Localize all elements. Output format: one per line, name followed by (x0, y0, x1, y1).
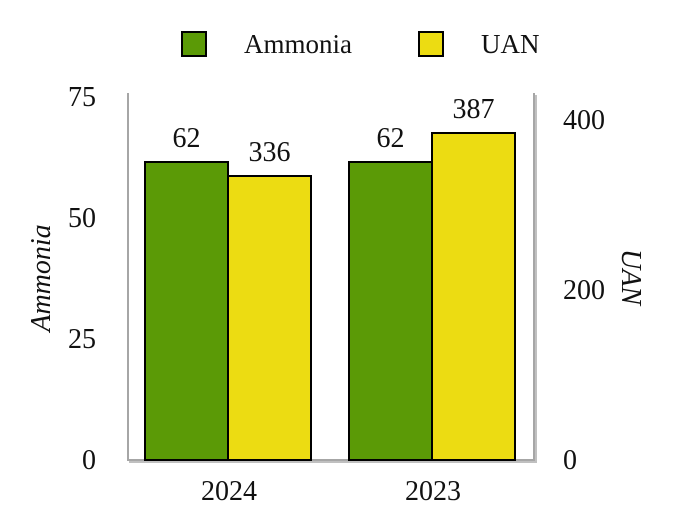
bar-value-label-uan-2023: 387 (452, 94, 495, 125)
bar-uan-2024 (227, 175, 312, 461)
legend-label-ammonia: Ammonia (244, 29, 352, 59)
right-axis-tick-0: 0 (563, 445, 577, 476)
bar-uan-2023 (431, 132, 516, 461)
bar-value-label-ammonia-2024: 62 (172, 123, 201, 154)
left-axis-tick-50: 50 (68, 202, 96, 234)
left-axis-title: Ammonia (26, 224, 57, 332)
category-label-2024: 2024 (201, 476, 257, 507)
right-axis-title: UAN (615, 249, 646, 305)
left-axis-tick-75: 75 (68, 81, 96, 113)
chart-legend: Ammonia UAN (181, 30, 540, 58)
left-axis-tick-0: 0 (82, 445, 96, 476)
category-label-2023: 2023 (405, 476, 461, 507)
bar-value-label-ammonia-2023: 62 (376, 123, 405, 154)
legend-swatch-ammonia (181, 31, 207, 57)
bar-ammonia-2023 (348, 161, 433, 461)
left-axis-tick-25: 25 (68, 323, 96, 355)
legend-swatch-uan (418, 31, 444, 57)
right-axis-tick-200: 200 (563, 275, 605, 307)
right-axis-tick-400: 400 (563, 105, 605, 137)
bar-ammonia-2024 (144, 161, 229, 461)
plot-area (127, 93, 535, 461)
bar-value-label-uan-2024: 336 (248, 137, 291, 168)
legend-label-uan: UAN (481, 29, 540, 59)
